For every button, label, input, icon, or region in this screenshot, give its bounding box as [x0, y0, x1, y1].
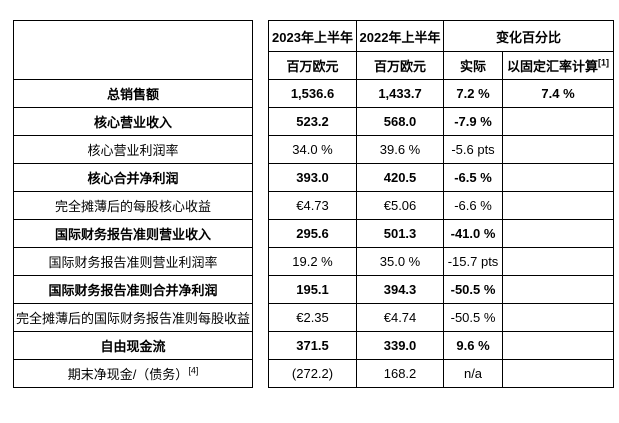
table-row: 自由现金流 371.5 339.0 9.6 %	[12, 331, 615, 360]
change-constant-fx	[502, 219, 615, 248]
value-2023: 1,536.6	[268, 79, 358, 108]
table-row: 国际财务报告准则营业利润率 19.2 % 35.0 % -15.7 pts	[12, 247, 615, 276]
row-label: 国际财务报告准则营业收入	[12, 219, 254, 248]
column-gap	[252, 303, 269, 332]
table-row: 完全摊薄后的国际财务报告准则每股收益 €2.35 €4.74 -50.5 %	[12, 303, 615, 332]
value-2023: 371.5	[268, 331, 358, 360]
change-actual: -50.5 %	[443, 303, 504, 332]
column-gap	[252, 163, 269, 192]
column-gap	[252, 359, 269, 388]
change-constant-fx	[502, 331, 615, 360]
change-actual: -50.5 %	[443, 275, 504, 304]
table-row: 核心营业利润率 34.0 % 39.6 % -5.6 pts	[12, 135, 615, 164]
row-label: 核心合并净利润	[12, 163, 254, 192]
constant-fx-label: 以固定汇率计算	[507, 59, 599, 74]
table-row: 总销售额 1,536.6 1,433.7 7.2 % 7.4 %	[12, 79, 615, 108]
table-row: 完全摊薄后的每股核心收益 €4.73 €5.06 -6.6 %	[12, 191, 615, 220]
column-header-actual: 实际	[443, 51, 504, 80]
row-label: 国际财务报告准则合并净利润	[12, 275, 254, 304]
value-2023: 34.0 %	[268, 135, 358, 164]
change-actual: -5.6 pts	[443, 135, 504, 164]
value-2022: 568.0	[356, 107, 445, 136]
unit-header-2022: 百万欧元	[356, 51, 445, 80]
table-row: 国际财务报告准则合并净利润 195.1 394.3 -50.5 %	[12, 275, 615, 304]
value-2023: €2.35	[268, 303, 358, 332]
column-header-change-pct: 变化百分比	[443, 20, 615, 52]
change-actual: -6.6 %	[443, 191, 504, 220]
value-2022: €5.06	[356, 191, 445, 220]
value-2022: 39.6 %	[356, 135, 445, 164]
change-actual: -41.0 %	[443, 219, 504, 248]
value-2022: 501.3	[356, 219, 445, 248]
row-label-header-cell	[12, 20, 254, 80]
column-header-2022: 2022年上半年	[356, 20, 445, 52]
column-gap	[252, 135, 269, 164]
change-constant-fx: 7.4 %	[502, 79, 615, 108]
change-actual: n/a	[443, 359, 504, 388]
change-actual: 7.2 %	[443, 79, 504, 108]
row-label: 国际财务报告准则营业利润率	[12, 247, 254, 276]
value-2023: €4.73	[268, 191, 358, 220]
column-gap	[252, 219, 269, 248]
change-constant-fx	[502, 191, 615, 220]
value-2022: 168.2	[356, 359, 445, 388]
value-2023: 295.6	[268, 219, 358, 248]
row-label: 总销售额	[12, 79, 254, 108]
value-2022: 394.3	[356, 275, 445, 304]
value-2022: 420.5	[356, 163, 445, 192]
row-label: 自由现金流	[12, 331, 254, 360]
change-actual: -7.9 %	[443, 107, 504, 136]
value-2022: 35.0 %	[356, 247, 445, 276]
row-label: 核心营业利润率	[12, 135, 254, 164]
change-actual: -15.7 pts	[443, 247, 504, 276]
row-label: 核心营业收入	[12, 107, 254, 136]
column-gap	[252, 79, 269, 108]
change-constant-fx	[502, 247, 615, 276]
financial-results-table: 2023年上半年 2022年上半年 变化百分比 百万欧元 百万欧元 实际 以固定…	[12, 20, 615, 388]
change-constant-fx	[502, 303, 615, 332]
table-body: 总销售额 1,536.6 1,433.7 7.2 % 7.4 % 核心营业收入 …	[12, 79, 615, 388]
change-actual: 9.6 %	[443, 331, 504, 360]
column-gap	[252, 331, 269, 360]
value-2023: 523.2	[268, 107, 358, 136]
value-2022: 1,433.7	[356, 79, 445, 108]
change-constant-fx	[502, 107, 615, 136]
table-row: 期末净现金/（债务）[4] (272.2) 168.2 n/a	[12, 359, 615, 388]
footnote-ref: [4]	[188, 365, 199, 376]
value-2023: (272.2)	[268, 359, 358, 388]
value-2023: 195.1	[268, 275, 358, 304]
change-constant-fx	[502, 359, 615, 388]
change-constant-fx	[502, 275, 615, 304]
unit-header-2023: 百万欧元	[268, 51, 358, 80]
table-row: 核心营业收入 523.2 568.0 -7.9 %	[12, 107, 615, 136]
row-label: 完全摊薄后的国际财务报告准则每股收益	[12, 303, 254, 332]
value-2022: 339.0	[356, 331, 445, 360]
column-header-constant-fx: 以固定汇率计算[1]	[502, 51, 615, 80]
row-label: 完全摊薄后的每股核心收益	[12, 191, 254, 220]
column-gap	[252, 247, 269, 276]
footnote-ref-1: [1]	[598, 57, 610, 68]
value-2023: 19.2 %	[268, 247, 358, 276]
table-row: 国际财务报告准则营业收入 295.6 501.3 -41.0 %	[12, 219, 615, 248]
column-header-2023: 2023年上半年	[268, 20, 358, 52]
value-2022: €4.74	[356, 303, 445, 332]
change-constant-fx	[502, 163, 615, 192]
value-2023: 393.0	[268, 163, 358, 192]
column-gap	[252, 275, 269, 304]
column-gap	[252, 20, 269, 80]
column-gap	[252, 107, 269, 136]
table-row: 核心合并净利润 393.0 420.5 -6.5 %	[12, 163, 615, 192]
row-label: 期末净现金/（债务）[4]	[12, 359, 254, 388]
change-actual: -6.5 %	[443, 163, 504, 192]
change-constant-fx	[502, 135, 615, 164]
column-gap	[252, 191, 269, 220]
